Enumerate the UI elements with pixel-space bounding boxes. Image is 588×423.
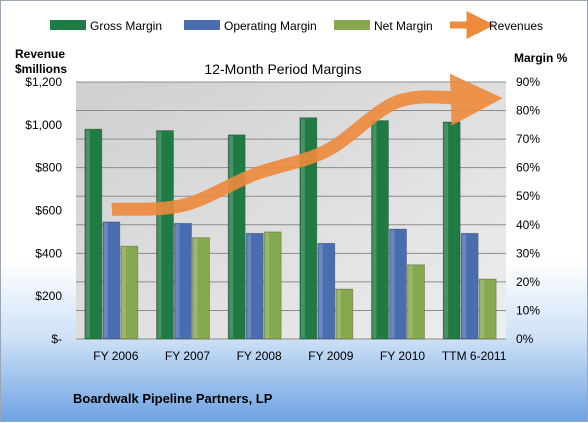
right-tick-label: 70% <box>516 132 540 146</box>
bar-highlight <box>300 118 305 338</box>
bar-operating-margin-fy-2010 <box>389 228 407 340</box>
right-tick-label: 0% <box>516 332 534 346</box>
left-tick-label: $1,000 <box>25 118 62 132</box>
bar-gross-margin-fy-2010 <box>371 120 389 340</box>
legend-label-operating-margin: Operating Margin <box>224 19 317 33</box>
bar-gross-margin-fy-2007 <box>156 130 174 340</box>
right-tick-label: 20% <box>516 275 540 289</box>
bar-highlight <box>318 244 323 338</box>
left-axis-ticks: $- $200 $400 $600 $800 $1,000 $1,200 <box>25 75 62 346</box>
x-tick-label: FY 2006 <box>93 349 138 363</box>
bar-highlight <box>444 122 449 338</box>
bar-operating-margin-ttm-6-2011 <box>460 232 479 340</box>
right-tick-label: 90% <box>516 75 540 89</box>
bar-net-margin-fy-2007 <box>192 237 210 340</box>
right-tick-label: 50% <box>516 189 540 203</box>
bar-operating-margin-fy-2008 <box>245 232 264 340</box>
left-tick-label: $1,200 <box>25 75 62 89</box>
bars-layer <box>84 117 497 340</box>
bar-net-margin-fy-2008 <box>263 231 282 340</box>
right-tick-label: 40% <box>516 218 540 232</box>
left-tick-label: $400 <box>35 246 62 260</box>
bar-gross-margin-fy-2009 <box>299 117 318 340</box>
right-axis-label: Margin % <box>514 51 568 65</box>
chart-title: 12-Month Period Margins <box>204 61 361 77</box>
legend-swatch-gross-margin <box>50 20 86 30</box>
bar-highlight <box>390 230 395 338</box>
bar-highlight <box>157 131 162 338</box>
bar-net-margin-ttm-6-2011 <box>478 278 497 340</box>
bar-highlight <box>462 234 467 338</box>
bar-highlight <box>408 265 413 338</box>
bar-highlight <box>85 130 90 338</box>
bar-highlight <box>103 222 108 338</box>
left-axis-label-line2: $millions <box>15 62 67 76</box>
legend-swatch-operating-margin <box>184 20 220 30</box>
right-tick-label: 60% <box>516 161 540 175</box>
bar-highlight <box>336 290 341 338</box>
bar-gross-margin-fy-2006 <box>84 128 103 340</box>
left-tick-label: $200 <box>35 289 62 303</box>
revenue-line-layer <box>111 73 503 216</box>
x-axis-ticks: FY 2006 FY 2007 FY 2008 FY 2009 FY 2010 TTM 6… <box>93 349 506 363</box>
bar-highlight <box>265 232 270 338</box>
bar-highlight <box>247 234 252 338</box>
right-tick-label: 30% <box>516 246 540 260</box>
bar-operating-margin-fy-2009 <box>317 242 336 340</box>
bar-highlight <box>121 247 126 338</box>
right-tick-label: 10% <box>516 303 540 317</box>
company-name: Boardwalk Pipeline Partners, LP <box>73 391 273 406</box>
bar-highlight <box>229 135 234 338</box>
gridlines <box>76 81 506 340</box>
left-tick-label: $600 <box>35 204 62 218</box>
bar-highlight <box>175 224 180 338</box>
bar-highlight <box>372 121 377 338</box>
legend-label-net-margin: Net Margin <box>374 19 433 33</box>
bar-net-margin-fy-2009 <box>335 288 354 340</box>
right-axis-ticks: 0% 10% 20% 30% 40% 50% 60% 70% 80% 90% <box>516 75 540 346</box>
x-tick-label: FY 2008 <box>237 349 282 363</box>
left-tick-label: $800 <box>35 161 62 175</box>
legend: Gross Margin Operating Margin Net Margin… <box>50 11 543 39</box>
bar-net-margin-fy-2006 <box>120 245 139 340</box>
revenue-line <box>111 73 503 216</box>
x-tick-label: TTM 6-2011 <box>442 349 507 363</box>
bar-net-margin-fy-2010 <box>407 264 425 340</box>
bar-operating-margin-fy-2007 <box>174 222 192 340</box>
x-tick-label: FY 2007 <box>165 349 210 363</box>
left-tick-label: $- <box>51 332 62 346</box>
bar-operating-margin-fy-2006 <box>102 221 121 340</box>
bar-highlight <box>193 238 198 338</box>
legend-swatch-net-margin <box>334 20 370 30</box>
legend-label-revenues: Revenues <box>489 19 543 33</box>
bar-highlight <box>480 280 485 338</box>
left-axis-label-line1: Revenue <box>15 47 65 61</box>
x-tick-label: FY 2009 <box>308 349 353 363</box>
x-tick-label: FY 2010 <box>380 349 425 363</box>
legend-label-gross-margin: Gross Margin <box>90 19 162 33</box>
right-tick-label: 80% <box>516 104 540 118</box>
